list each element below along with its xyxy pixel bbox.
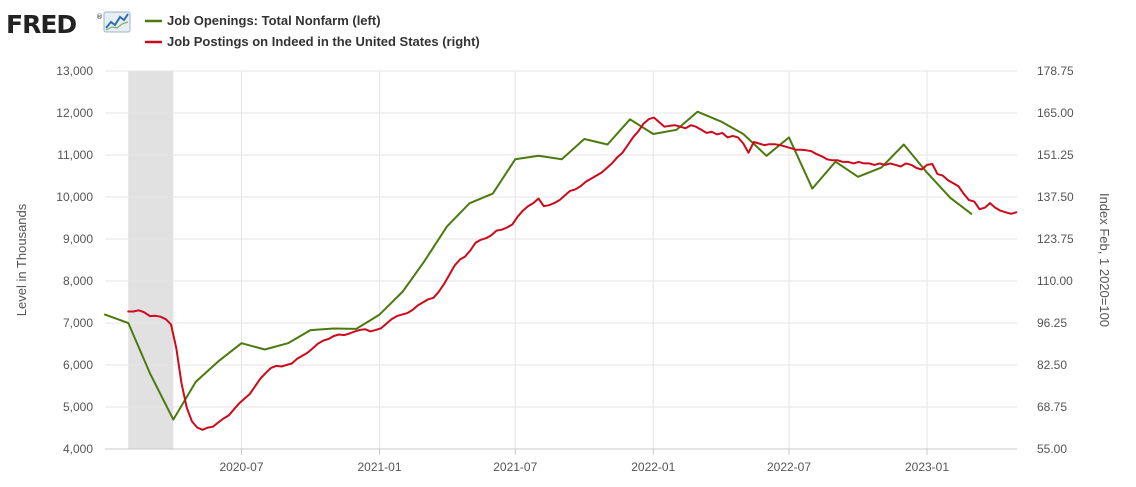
y-tick-label-left: 12,000: [56, 106, 93, 120]
x-tick-label: 2021-01: [357, 460, 401, 474]
y-tick-label-left: 4,000: [63, 442, 93, 456]
fred-logo-registered: ®: [96, 13, 103, 21]
series-line-indeed-postings[interactable]: [127, 116, 1018, 431]
y-axis-left-title: Level in Thousands: [14, 203, 29, 316]
y-tick-label-right: 55.00: [1037, 442, 1067, 456]
y-tick-label-right: 151.25: [1037, 148, 1074, 162]
y-tick-label-left: 8,000: [63, 274, 93, 288]
y-tick-label-left: 11,000: [57, 148, 93, 162]
y-tick-label-right: 123.75: [1037, 232, 1074, 246]
fred-logo[interactable]: FRED ®: [6, 10, 131, 39]
y-tick-label-right: 68.75: [1037, 400, 1067, 414]
y-tick-label-left: 10,000: [56, 190, 93, 204]
y-tick-label-left: 13,000: [56, 64, 93, 78]
y-tick-label-right: 178.75: [1037, 64, 1074, 78]
legend-label-job-openings: Job Openings: Total Nonfarm (left): [167, 13, 381, 28]
plot-area: 4,000 55.00 5,000 68.75 6,000 82.50 7,000 96.25…: [56, 64, 1074, 474]
x-tick-label: 2022-01: [631, 460, 675, 474]
y-tick-label-right: 110.00: [1037, 274, 1073, 288]
y-tick-label-right: 137.50: [1037, 190, 1074, 204]
recession-shading: [128, 71, 174, 449]
x-tick-label: 2021-07: [493, 460, 537, 474]
y-tick-label-left: 7,000: [63, 316, 93, 330]
x-tick-label: 2022-07: [767, 460, 811, 474]
y-tick-label-right: 82.50: [1037, 358, 1067, 372]
series-line-job-openings[interactable]: [104, 110, 973, 421]
y-tick-label-left: 5,000: [63, 400, 93, 414]
y-tick-label-right: 165.00: [1037, 106, 1074, 120]
y-tick-label-right: 96.25: [1037, 316, 1067, 330]
x-tick-label: 2023-01: [905, 460, 949, 474]
fred-logo-graph-icon: [103, 11, 131, 33]
y-axis-right-title: Index Feb, 1 2020=100: [1097, 193, 1112, 327]
y-tick-label-left: 9,000: [63, 232, 93, 246]
x-tick-label: 2020-07: [219, 460, 263, 474]
legend-label-indeed-postings: Job Postings on Indeed in the United Sta…: [167, 34, 480, 49]
y-tick-label-left: 6,000: [63, 358, 93, 372]
fred-logo-text: FRED: [6, 10, 76, 39]
legend: Job Openings: Total Nonfarm (left) Job P…: [145, 13, 480, 49]
